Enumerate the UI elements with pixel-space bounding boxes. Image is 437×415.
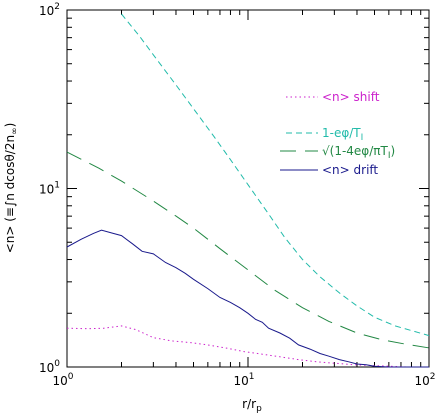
legend-label-0: <n> shift	[322, 90, 380, 104]
tick-labels: 100 101 102 100 101 102	[39, 2, 436, 388]
series-line-2	[66, 151, 430, 349]
legend: <n> shift 1-eφ/TI√(1-4eφ/πTI) <n> drift	[280, 90, 395, 177]
series-line-1	[121, 13, 430, 337]
y-tick-label: 101	[39, 181, 60, 197]
x-tick-label: 100	[52, 372, 73, 388]
series-line-3	[66, 229, 429, 368]
series-layer	[66, 13, 430, 368]
x-axis-label: r/rp	[242, 397, 262, 414]
x-tick-label: 102	[414, 372, 435, 388]
y-tick-label: 100	[39, 359, 60, 375]
y-tick-label: 102	[39, 2, 60, 18]
legend-label-3: <n> drift	[322, 163, 378, 177]
legend-label-1: 1-eφ/TI	[322, 126, 363, 143]
series-line-0	[66, 325, 429, 368]
legend-label-2: √(1-4eφ/πTI)	[322, 144, 395, 161]
x-tick-label: 101	[233, 372, 254, 388]
y-axis-label: <n> (≡∫n dcosθ/2n∞)	[3, 123, 20, 254]
